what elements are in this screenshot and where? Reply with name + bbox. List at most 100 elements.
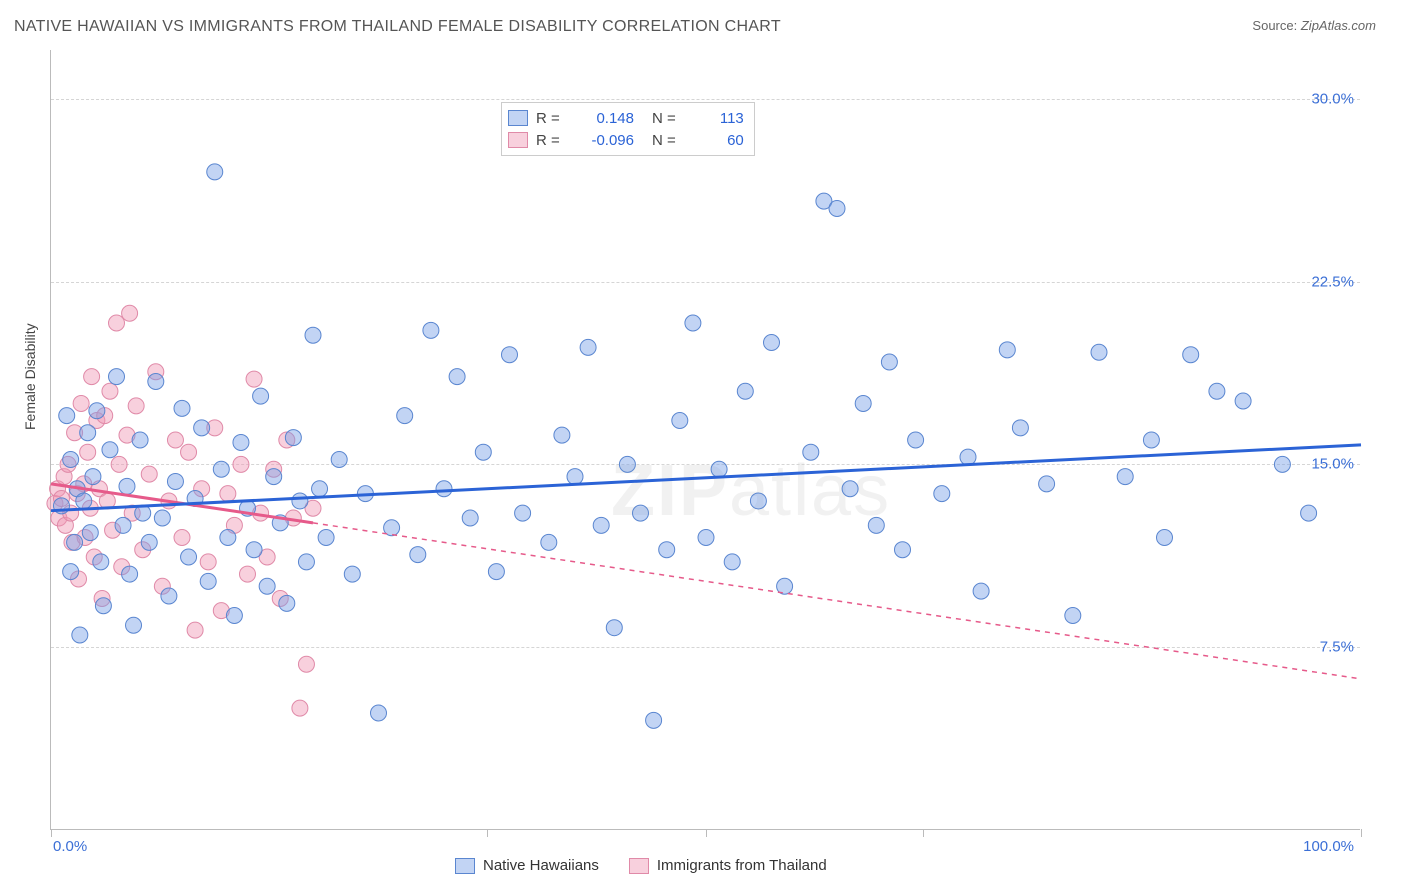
scatter-point-blue — [59, 408, 75, 424]
scatter-point-pink — [220, 486, 236, 502]
scatter-point-blue — [213, 461, 229, 477]
scatter-point-blue — [122, 566, 138, 582]
x-tick-mark — [1361, 829, 1362, 837]
scatter-point-pink — [187, 622, 203, 638]
r-label: R = — [536, 132, 566, 149]
scatter-point-blue — [181, 549, 197, 565]
scatter-point-blue — [259, 578, 275, 594]
scatter-point-blue — [842, 481, 858, 497]
legend-stats-row-blue: R = 0.148 N = 113 — [508, 107, 744, 129]
scatter-point-pink — [233, 456, 249, 472]
legend-series: Native Hawaiians Immigrants from Thailan… — [455, 857, 827, 874]
scatter-point-pink — [73, 395, 89, 411]
scatter-point-blue — [934, 486, 950, 502]
scatter-point-pink — [292, 700, 308, 716]
scatter-point-blue — [298, 554, 314, 570]
scatter-point-blue — [174, 400, 190, 416]
scatter-point-pink — [122, 305, 138, 321]
scatter-point-blue — [89, 403, 105, 419]
scatter-point-blue — [226, 608, 242, 624]
scatter-point-blue — [126, 617, 142, 633]
scatter-point-blue — [646, 712, 662, 728]
scatter-point-blue — [115, 517, 131, 533]
x-tick-mark — [487, 829, 488, 837]
scatter-point-blue — [659, 542, 675, 558]
scatter-point-blue — [423, 322, 439, 338]
scatter-point-blue — [305, 327, 321, 343]
scatter-point-blue — [292, 493, 308, 509]
legend-item-blue: Native Hawaiians — [455, 857, 599, 874]
scatter-point-blue — [672, 413, 688, 429]
scatter-point-pink — [167, 432, 183, 448]
scatter-point-blue — [63, 452, 79, 468]
scatter-point-pink — [128, 398, 144, 414]
scatter-point-blue — [102, 442, 118, 458]
scatter-point-blue — [161, 588, 177, 604]
scatter-point-blue — [449, 369, 465, 385]
scatter-point-pink — [109, 315, 125, 331]
scatter-point-blue — [960, 449, 976, 465]
scatter-point-pink — [141, 466, 157, 482]
scatter-point-pink — [84, 369, 100, 385]
scatter-point-blue — [593, 517, 609, 533]
scatter-point-pink — [174, 530, 190, 546]
scatter-point-blue — [619, 456, 635, 472]
scatter-point-blue — [312, 481, 328, 497]
r-value-blue: 0.148 — [574, 110, 634, 127]
scatter-point-blue — [233, 434, 249, 450]
scatter-point-blue — [1274, 456, 1290, 472]
scatter-point-blue — [318, 530, 334, 546]
scatter-point-blue — [1039, 476, 1055, 492]
scatter-point-blue — [141, 534, 157, 550]
scatter-point-blue — [148, 374, 164, 390]
scatter-point-blue — [462, 510, 478, 526]
source-prefix: Source: — [1252, 18, 1297, 33]
scatter-point-blue — [119, 478, 135, 494]
scatter-point-blue — [154, 510, 170, 526]
scatter-point-blue — [279, 595, 295, 611]
x-tick-mark — [923, 829, 924, 837]
scatter-point-blue — [80, 425, 96, 441]
y-axis-label: Female Disability — [22, 323, 38, 430]
scatter-point-blue — [606, 620, 622, 636]
swatch-blue — [508, 110, 528, 126]
scatter-point-blue — [829, 200, 845, 216]
scatter-point-blue — [220, 530, 236, 546]
scatter-point-blue — [253, 388, 269, 404]
scatter-point-blue — [1209, 383, 1225, 399]
scatter-point-blue — [633, 505, 649, 521]
scatter-point-blue — [698, 530, 714, 546]
scatter-point-blue — [737, 383, 753, 399]
scatter-point-blue — [436, 481, 452, 497]
scatter-point-blue — [132, 432, 148, 448]
scatter-point-pink — [298, 656, 314, 672]
chart-plot-area: ZIPatlas 7.5%15.0%22.5%30.0% 0.0% 100.0%… — [50, 50, 1360, 830]
scatter-point-pink — [246, 371, 262, 387]
trend-line-blue — [51, 445, 1361, 511]
scatter-point-blue — [72, 627, 88, 643]
swatch-blue — [455, 858, 475, 874]
scatter-point-blue — [724, 554, 740, 570]
swatch-pink — [508, 132, 528, 148]
scatter-point-blue — [1301, 505, 1317, 521]
scatter-point-blue — [76, 493, 92, 509]
scatter-point-blue — [908, 432, 924, 448]
legend-label-blue: Native Hawaiians — [483, 857, 599, 874]
scatter-point-blue — [93, 554, 109, 570]
scatter-point-blue — [397, 408, 413, 424]
x-axis-max-label: 100.0% — [1303, 838, 1354, 855]
scatter-point-blue — [580, 339, 596, 355]
scatter-point-blue — [895, 542, 911, 558]
scatter-point-blue — [344, 566, 360, 582]
trend-line-extrapolated-pink — [313, 523, 1361, 679]
scatter-point-pink — [111, 456, 127, 472]
chart-title: NATIVE HAWAIIAN VS IMMIGRANTS FROM THAIL… — [14, 18, 781, 36]
legend-label-pink: Immigrants from Thailand — [657, 857, 827, 874]
x-axis-min-label: 0.0% — [53, 838, 87, 855]
scatter-point-blue — [1183, 347, 1199, 363]
legend-item-pink: Immigrants from Thailand — [629, 857, 827, 874]
scatter-point-blue — [95, 598, 111, 614]
scatter-point-blue — [803, 444, 819, 460]
scatter-point-blue — [567, 469, 583, 485]
source-site: ZipAtlas.com — [1301, 18, 1376, 33]
